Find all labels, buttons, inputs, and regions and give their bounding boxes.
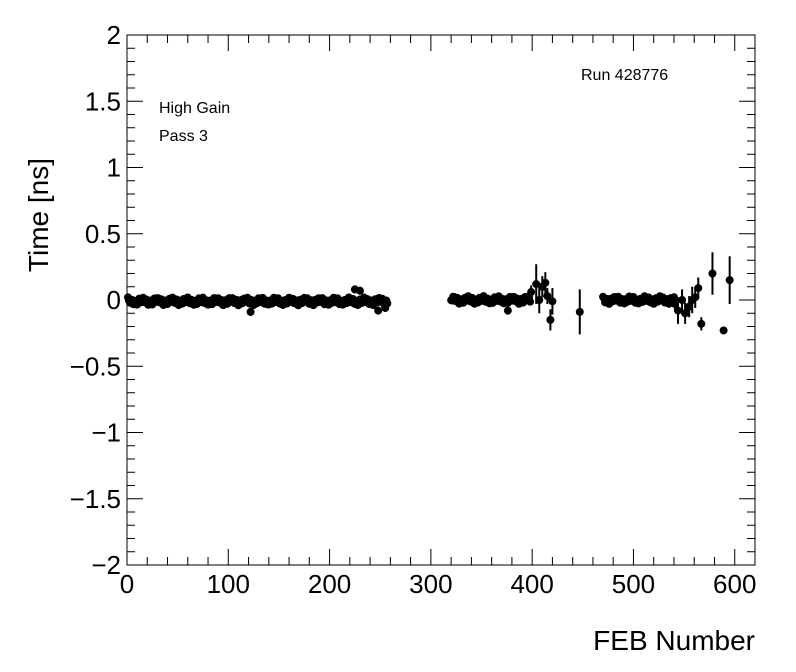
data-point: [374, 306, 383, 315]
data-point: [546, 315, 555, 324]
data-point: [355, 286, 364, 295]
y-tick-label: 2: [107, 20, 121, 50]
data-point: [503, 306, 512, 315]
y-tick-label: −2: [91, 550, 121, 580]
data-point: [685, 302, 694, 311]
y-tick-label: −1.5: [70, 484, 121, 514]
data-point: [694, 284, 703, 293]
data-point: [246, 307, 255, 316]
x-tick-label: 0: [120, 569, 134, 599]
data-point: [526, 297, 535, 306]
data-point: [674, 306, 683, 315]
data-point: [719, 326, 728, 335]
pass-annotation: Pass 3: [159, 128, 208, 145]
data-markers: [124, 269, 734, 335]
data-point: [697, 319, 706, 328]
data-point: [541, 278, 550, 287]
y-axis-title: Time [ns]: [23, 158, 54, 272]
data-point: [691, 293, 700, 302]
y-tick-label: −1: [91, 418, 121, 448]
y-tick-label: 1.5: [85, 86, 121, 116]
x-tick-label: 400: [510, 569, 553, 599]
data-point: [669, 293, 678, 302]
y-tick-label: 1: [107, 153, 121, 183]
data-point: [548, 297, 557, 306]
y-tick-label: −0.5: [70, 351, 121, 381]
data-point: [725, 276, 734, 285]
axis-ticks: [126, 34, 756, 566]
data-point: [575, 307, 584, 316]
y-tick-label: 0.5: [85, 219, 121, 249]
x-tick-label: 500: [612, 569, 655, 599]
data-point: [532, 280, 541, 289]
run-annotation: Run 428776: [581, 67, 668, 84]
x-tick-label: 100: [207, 569, 250, 599]
data-point: [543, 292, 552, 301]
data-point: [670, 299, 679, 308]
gain-annotation: High Gain: [159, 100, 230, 117]
data-point: [708, 269, 717, 278]
data-point: [381, 303, 390, 312]
axis-tick-labels: 0 100 200 300 400 500 600 2 1.5 1 0.5 0 −0.5 −1 −1.5 −2: [70, 20, 757, 599]
data-point: [678, 296, 687, 304]
x-axis-title: FEB Number: [593, 625, 755, 656]
data-point: [681, 309, 690, 318]
x-tick-label: 300: [409, 569, 452, 599]
y-tick-label: 0: [107, 285, 121, 315]
data-point: [535, 296, 544, 304]
data-point: [527, 288, 536, 297]
x-tick-label: 200: [308, 569, 351, 599]
x-tick-label: 600: [713, 569, 756, 599]
